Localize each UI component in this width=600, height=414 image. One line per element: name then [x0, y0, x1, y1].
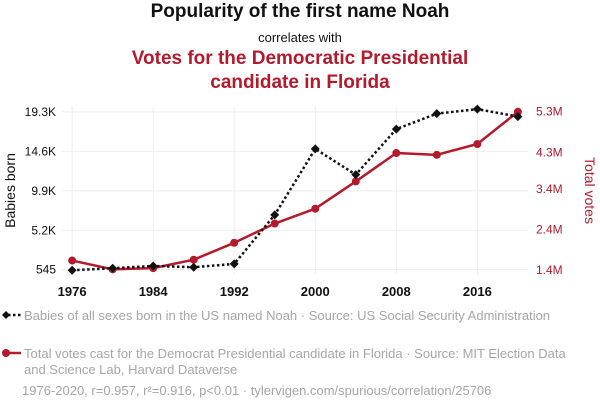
data-point-babies	[391, 124, 401, 134]
data-point-votes	[432, 150, 441, 159]
legend-label-babies: Babies of all sexes born in the US named…	[24, 308, 551, 323]
x-tick-label: 1984	[139, 284, 169, 299]
chart-subtitle-line-1: Votes for the Democratic Presidential	[131, 48, 469, 69]
data-point-babies	[229, 259, 239, 269]
series-layer	[67, 104, 523, 275]
data-point-votes	[68, 256, 77, 265]
legend-marker-babies	[2, 311, 10, 319]
right-tick-label: 5.3M	[536, 105, 563, 119]
data-point-votes	[270, 219, 279, 228]
left-tick-label: 545	[36, 263, 56, 277]
chart-connector-text: correlates with	[258, 30, 342, 45]
data-point-votes	[230, 238, 239, 247]
data-point-votes	[189, 255, 198, 264]
data-point-votes	[513, 107, 522, 116]
legend-label-votes: Total votes cast for the Democrat Presid…	[24, 346, 566, 377]
data-point-votes	[351, 177, 360, 186]
right-tick-label: 1.4M	[536, 263, 563, 277]
data-point-babies	[148, 261, 158, 271]
chart-subtitle-line-2: candidate in Florida	[210, 72, 390, 93]
x-tick-label: 2008	[382, 284, 411, 299]
x-tick-label: 1976	[58, 284, 87, 299]
x-tick-label: 2016	[463, 284, 492, 299]
right-axis-title: Total votes	[582, 157, 598, 224]
data-point-babies	[108, 263, 118, 273]
chart-subtitle: Votes for the Democratic Presidential ca…	[0, 47, 600, 95]
legend-markers	[2, 311, 21, 357]
data-point-babies	[270, 210, 280, 220]
right-tick-label: 2.4M	[536, 223, 563, 237]
axes: 545 5.2K 9.9K 14.6K 19.3K 1.4M 2.4M 3.4M 4.3M 5.3…	[2, 105, 598, 299]
right-tick-label: 4.3M	[536, 145, 563, 159]
x-tick-label: 1992	[220, 284, 249, 299]
data-point-votes	[392, 149, 401, 158]
right-tick-label: 3.4M	[536, 182, 563, 196]
data-point-babies	[472, 104, 482, 114]
data-point-babies	[189, 262, 199, 272]
legend-marker-votes	[2, 349, 10, 357]
series-line-babies	[72, 107, 519, 272]
x-tick-label: 2000	[301, 284, 330, 299]
data-point-babies	[351, 170, 361, 180]
left-axis-title: Babies born	[2, 153, 18, 228]
data-point-babies	[432, 109, 442, 119]
gridlines	[62, 106, 528, 275]
data-point-babies	[67, 265, 77, 275]
chart-title: Popularity of the first name Noah	[150, 1, 450, 22]
left-tick-label: 19.3K	[25, 105, 56, 119]
data-point-votes	[473, 139, 482, 148]
left-tick-label: 14.6K	[25, 144, 56, 158]
footer-stats: 1976-2020, r=0.957, r²=0.916, p<0.01 · t…	[22, 383, 492, 398]
data-point-babies	[513, 112, 523, 122]
left-tick-label: 9.9K	[31, 184, 56, 198]
left-tick-label: 5.2K	[31, 223, 56, 237]
series-line-votes	[71, 110, 519, 271]
data-point-votes	[311, 204, 320, 213]
data-point-babies	[310, 144, 320, 154]
